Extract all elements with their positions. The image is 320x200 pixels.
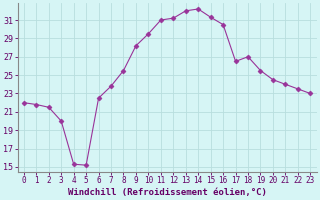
X-axis label: Windchill (Refroidissement éolien,°C): Windchill (Refroidissement éolien,°C): [68, 188, 267, 197]
